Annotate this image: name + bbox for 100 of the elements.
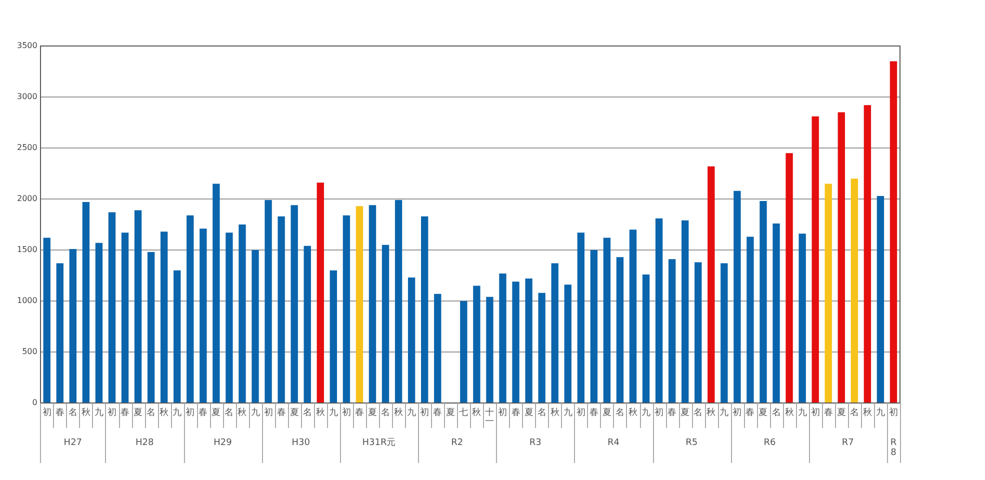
x-tick-label: 秋 [862, 406, 872, 418]
bar [538, 292, 546, 402]
x-tick-label: 名 [302, 406, 312, 418]
text: H28 [135, 438, 154, 448]
bar [252, 250, 259, 402]
x-tick-label: 夏 [680, 406, 690, 418]
x-tick-label: 初 [107, 406, 116, 418]
x-tick-label: 九 [328, 406, 338, 418]
text: R3 [529, 438, 542, 448]
bar [342, 215, 350, 402]
bar [95, 242, 103, 402]
x-tick-label: 初 [498, 406, 508, 418]
bar [682, 220, 689, 402]
bar [720, 263, 728, 402]
bar [864, 105, 872, 402]
text: R2 [451, 438, 464, 448]
bar [812, 116, 819, 402]
bar [616, 257, 624, 402]
text: R8 [890, 438, 897, 458]
x-tick-label: 秋 [472, 406, 482, 418]
text: R5 [686, 438, 698, 448]
x-tick-label: 秋 [81, 406, 90, 418]
x-tick-label: 初 [420, 406, 430, 418]
y-tick-label: 3000 [17, 92, 38, 102]
x-tick-label: 春 [120, 406, 130, 418]
bar [434, 294, 442, 402]
text: H31R元 [362, 436, 396, 448]
bar [174, 270, 181, 402]
x-tick-label: 秋 [550, 406, 560, 418]
bar [278, 216, 285, 402]
x-tick-label: 初 [342, 406, 351, 418]
x-tick-label: 秋 [160, 406, 169, 418]
bar [382, 244, 390, 402]
bar [121, 232, 129, 402]
bar [186, 215, 194, 402]
x-tick-label: 春 [433, 406, 442, 418]
x-tick-label: 九 [798, 406, 807, 418]
x-tick-label: 春 [198, 406, 208, 418]
x-tick-label: 夏 [290, 406, 299, 418]
y-tick-label: 2000 [17, 194, 38, 204]
x-tick-label: 九 [250, 406, 260, 418]
x-tick-label: 九 [720, 406, 729, 418]
x-tick-label: 初 [732, 406, 742, 418]
x-tick-label: 春 [55, 406, 64, 418]
x-tick-label: 名 [68, 406, 78, 418]
x-tick-label: 初 [576, 406, 586, 418]
bar [69, 248, 77, 402]
bar [134, 210, 142, 402]
bar [876, 196, 884, 402]
x-tick-label: 名 [772, 406, 781, 418]
x-tick-label: 初 [186, 406, 195, 418]
x-tick-label: 名 [381, 406, 390, 418]
y-tick-label: 1000 [17, 296, 38, 306]
x-tick-label: 夏 [446, 406, 456, 418]
bar [238, 224, 246, 402]
x-tick-label: 初 [888, 406, 898, 418]
bar [108, 212, 116, 402]
bar [798, 234, 806, 402]
x-tick-label: 九 [407, 406, 416, 418]
x-tick-label: 九 [94, 406, 104, 418]
bar [200, 228, 207, 402]
x-tick-label: 夏 [758, 406, 768, 418]
x-tick-label: 秋 [628, 406, 638, 418]
x-tick-label: 春 [276, 406, 286, 418]
bar [290, 205, 298, 402]
bar [43, 238, 50, 402]
x-tick-label: 夏 [524, 406, 534, 418]
x-tick-label: 初 [654, 406, 664, 418]
bar [147, 252, 155, 402]
bar [708, 166, 715, 402]
bar [838, 112, 845, 402]
bar [772, 223, 780, 402]
x-tick-label: 名 [537, 406, 546, 418]
bar [668, 259, 676, 402]
x-tick-label: 秋 [706, 406, 716, 418]
x-tick-label: 九 [563, 406, 572, 418]
text: H27 [64, 438, 82, 448]
x-tick-label: 秋 [784, 406, 794, 418]
bar [394, 200, 402, 402]
x-tick-label: 夏 [368, 406, 377, 418]
bar [603, 238, 611, 402]
bar [512, 282, 520, 402]
y-tick-label: 3500 [17, 41, 38, 50]
bar [460, 301, 468, 402]
bar [642, 274, 650, 402]
bar [746, 236, 754, 402]
bar [499, 273, 506, 402]
bar [226, 232, 233, 402]
x-tick-label: 十一 [485, 406, 494, 427]
bar [564, 284, 572, 402]
x-tick-label: 秋 [394, 406, 404, 418]
bar [890, 61, 898, 402]
bar [629, 230, 637, 402]
bar [525, 278, 532, 402]
x-tick-label: 春 [511, 406, 520, 418]
bar [368, 205, 376, 402]
bar [56, 263, 64, 402]
x-tick-label: 秋 [316, 406, 325, 418]
x-tick-label: 夏 [602, 406, 612, 418]
x-tick-label: 春 [589, 406, 598, 418]
